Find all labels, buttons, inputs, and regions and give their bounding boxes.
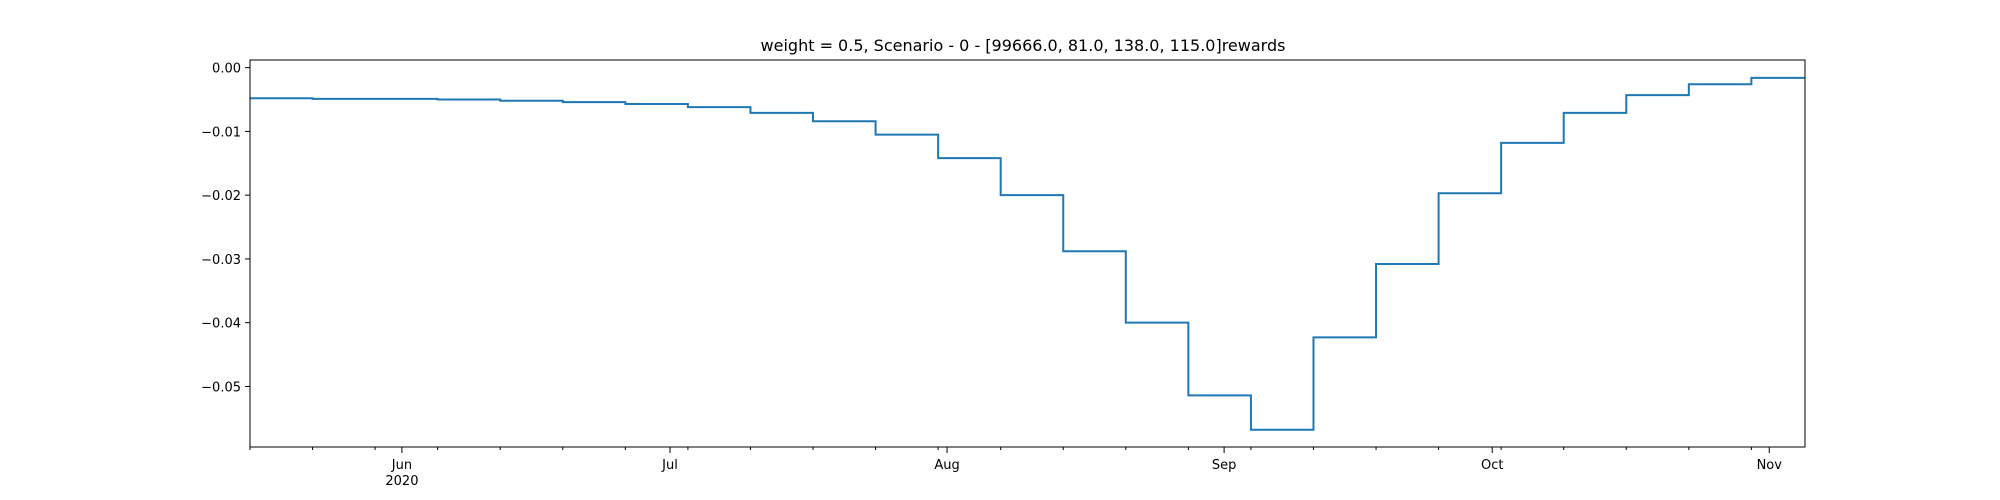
y-tick-label: −0.03 bbox=[201, 253, 241, 268]
x-tick-label: Sep bbox=[1212, 458, 1237, 473]
y-tick-label: 0.00 bbox=[212, 62, 241, 77]
y-tick-label: −0.02 bbox=[201, 189, 241, 204]
x-tick-label: Nov bbox=[1757, 458, 1783, 473]
y-tick-label: −0.01 bbox=[201, 125, 241, 140]
y-tick-label: −0.04 bbox=[201, 317, 241, 332]
series-layer bbox=[250, 76, 1805, 431]
series-line-0 bbox=[250, 76, 1805, 431]
x-tick-label: Aug bbox=[934, 458, 959, 473]
x-tick-label: Oct bbox=[1481, 458, 1503, 473]
y-tick-label: −0.05 bbox=[201, 380, 241, 395]
plot-frame bbox=[249, 59, 1806, 448]
y-axis: 0.00 −0.01 −0.02 −0.03 −0.04 −0.05 bbox=[201, 62, 250, 395]
x-tick-label: Jul bbox=[661, 458, 678, 473]
chart-title: weight = 0.5, Scenario - 0 - [99666.0, 8… bbox=[761, 36, 1286, 55]
x-tick-year-label: 2020 bbox=[385, 474, 418, 489]
x-tick-label: Jun bbox=[391, 458, 412, 473]
